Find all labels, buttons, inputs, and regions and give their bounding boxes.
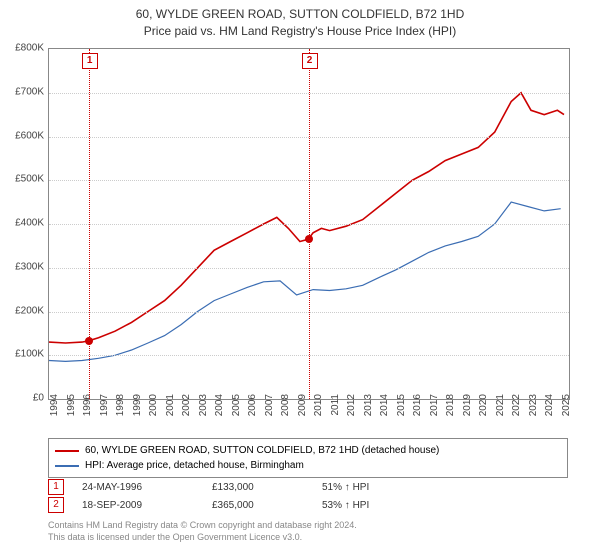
series-price_paid	[49, 93, 564, 343]
legend: 60, WYLDE GREEN ROAD, SUTTON COLDFIELD, …	[48, 438, 568, 478]
plot-area: 1994199519961997199819992000200120022003…	[48, 48, 570, 400]
xtick-label: 2002	[181, 394, 192, 416]
sale-point	[85, 337, 93, 345]
xtick-label: 2025	[561, 394, 572, 416]
legend-row: 60, WYLDE GREEN ROAD, SUTTON COLDFIELD, …	[55, 443, 561, 458]
xtick-label: 1997	[99, 394, 110, 416]
xtick-label: 2014	[379, 394, 390, 416]
ytick-label: £200K	[15, 305, 44, 316]
xtick-label: 2022	[511, 394, 522, 416]
legend-row: HPI: Average price, detached house, Birm…	[55, 458, 561, 473]
title-block: 60, WYLDE GREEN ROAD, SUTTON COLDFIELD, …	[0, 0, 600, 40]
sales-row: 1 24-MAY-1996 £133,000 51% ↑ HPI	[48, 478, 442, 496]
footer: Contains HM Land Registry data © Crown c…	[48, 520, 357, 543]
xtick-label: 2010	[313, 394, 324, 416]
xtick-label: 2009	[297, 394, 308, 416]
xtick-label: 2021	[495, 394, 506, 416]
ytick-label: £300K	[15, 261, 44, 272]
sale-date: 24-MAY-1996	[82, 482, 212, 493]
footer-line-2: This data is licensed under the Open Gov…	[48, 532, 357, 544]
xtick-label: 2012	[346, 394, 357, 416]
sales-table: 1 24-MAY-1996 £133,000 51% ↑ HPI 2 18-SE…	[48, 478, 442, 514]
ytick-label: £600K	[15, 130, 44, 141]
legend-label: 60, WYLDE GREEN ROAD, SUTTON COLDFIELD, …	[85, 443, 439, 458]
xtick-label: 1995	[66, 394, 77, 416]
xtick-label: 1994	[49, 394, 60, 416]
sale-pct: 53% ↑ HPI	[322, 500, 442, 511]
sale-price: £133,000	[212, 482, 322, 493]
xtick-label: 2005	[231, 394, 242, 416]
ytick-label: £800K	[15, 43, 44, 54]
xtick-label: 2017	[429, 394, 440, 416]
sale-date: 18-SEP-2009	[82, 500, 212, 511]
xtick-label: 2024	[544, 394, 555, 416]
marker-badge: 1	[82, 53, 98, 69]
series-hpi	[49, 202, 561, 361]
marker-badge: 2	[302, 53, 318, 69]
xtick-label: 2019	[462, 394, 473, 416]
vertical-marker	[309, 49, 310, 399]
xtick-label: 2004	[214, 394, 225, 416]
xtick-label: 2020	[478, 394, 489, 416]
sale-pct: 51% ↑ HPI	[322, 482, 442, 493]
legend-swatch	[55, 465, 79, 467]
xtick-label: 2011	[330, 394, 341, 416]
ytick-label: £100K	[15, 349, 44, 360]
xtick-label: 1998	[115, 394, 126, 416]
xtick-label: 2001	[165, 394, 176, 416]
xtick-label: 2023	[528, 394, 539, 416]
title-line-1: 60, WYLDE GREEN ROAD, SUTTON COLDFIELD, …	[0, 6, 600, 23]
xtick-label: 2015	[396, 394, 407, 416]
ytick-label: £0	[33, 393, 44, 404]
xtick-label: 2013	[363, 394, 374, 416]
sale-marker-badge: 1	[48, 479, 64, 495]
xtick-label: 2016	[412, 394, 423, 416]
footer-line-1: Contains HM Land Registry data © Crown c…	[48, 520, 357, 532]
title-line-2: Price paid vs. HM Land Registry's House …	[0, 23, 600, 40]
ytick-label: £400K	[15, 218, 44, 229]
ytick-label: £500K	[15, 174, 44, 185]
xtick-label: 2000	[148, 394, 159, 416]
xtick-label: 2003	[198, 394, 209, 416]
chart-container: 60, WYLDE GREEN ROAD, SUTTON COLDFIELD, …	[0, 0, 600, 560]
sales-row: 2 18-SEP-2009 £365,000 53% ↑ HPI	[48, 496, 442, 514]
xtick-label: 2007	[264, 394, 275, 416]
legend-label: HPI: Average price, detached house, Birm…	[85, 458, 304, 473]
sale-point	[305, 235, 313, 243]
sale-marker-badge: 2	[48, 497, 64, 513]
xtick-label: 1999	[132, 394, 143, 416]
vertical-marker	[89, 49, 90, 399]
xtick-label: 1996	[82, 394, 93, 416]
xtick-label: 2006	[247, 394, 258, 416]
sale-price: £365,000	[212, 500, 322, 511]
xtick-label: 2008	[280, 394, 291, 416]
legend-swatch	[55, 450, 79, 452]
ytick-label: £700K	[15, 86, 44, 97]
xtick-label: 2018	[445, 394, 456, 416]
